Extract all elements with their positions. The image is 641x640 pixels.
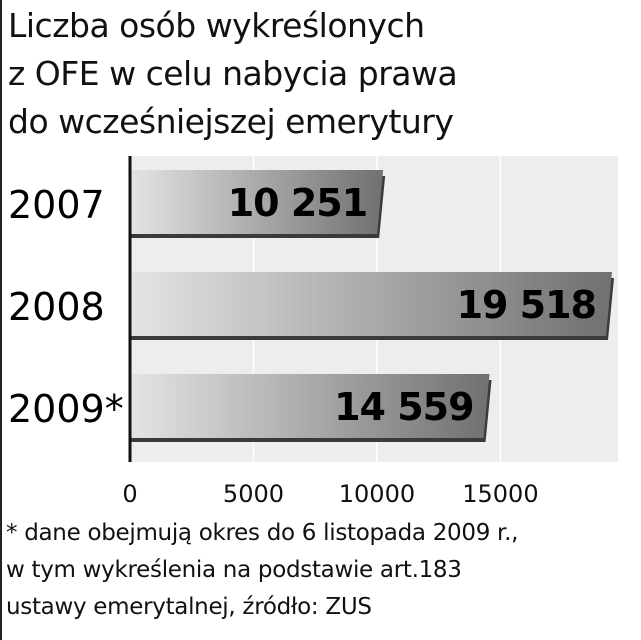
bar-2008 [130, 272, 612, 336]
bars: 10 251 19 518 14 559 [130, 170, 614, 442]
x-tick-label-5000: 5000 [223, 480, 284, 508]
x-tick-label-10000: 10000 [339, 480, 415, 508]
bar-2009* [130, 374, 490, 438]
category-labels: 2007 2008 2009* [8, 183, 124, 431]
title-line-1: Liczba osób wykreślonych [8, 6, 425, 45]
category-label-2007: 2007 [8, 183, 105, 227]
category-label-2008: 2008 [8, 285, 105, 329]
x-tick-label-15000: 15000 [462, 480, 538, 508]
title-line-2: z OFE w celu nabycia prawa [8, 54, 458, 93]
value-label-2007: 10 251 [228, 181, 367, 225]
footnote-line-2: w tym wykreślenia na podstawie art.183 [6, 557, 462, 583]
bar-2007 [130, 170, 384, 234]
footnote-line-1: * dane obejmują okres do 6 listopada 200… [6, 520, 519, 546]
x-tick-label-0: 0 [122, 480, 137, 508]
x-tick-labels: 0 5000 10000 15000 [122, 480, 538, 508]
bar-chart: 10 251 19 518 14 559 2007 2008 2009* 0 5000 10… [8, 156, 618, 508]
left-border-rule [0, 0, 2, 640]
footnote-line-3: ustawy emerytalnej, źródło: ZUS [6, 594, 372, 620]
footnote: * dane obejmują okres do 6 listopada 200… [6, 515, 636, 626]
title-line-3: do wcześniejszej emerytury [8, 102, 454, 141]
chart-title: Liczba osób wykreślonych z OFE w celu na… [8, 2, 608, 146]
category-label-2009*: 2009* [8, 387, 124, 431]
value-label-2009*: 14 559 [334, 385, 473, 429]
value-label-2008: 19 518 [457, 283, 596, 327]
